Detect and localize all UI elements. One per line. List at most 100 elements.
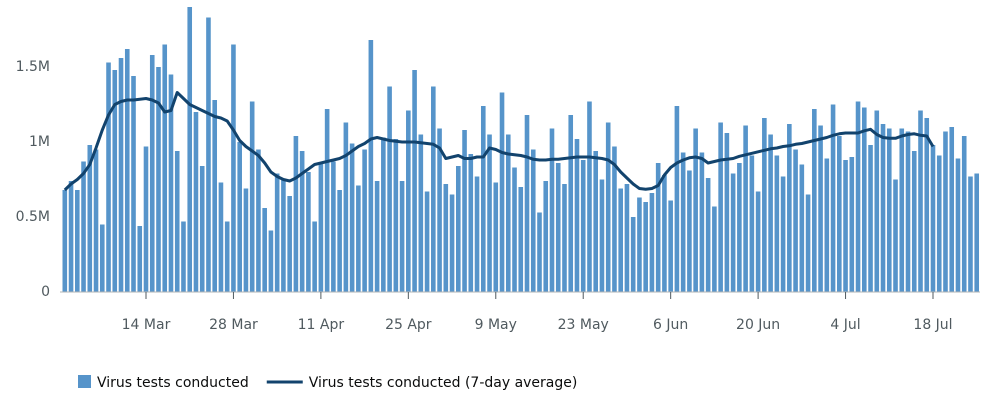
bar (724, 133, 730, 292)
bar (924, 118, 930, 292)
bar (605, 122, 611, 292)
bar (206, 17, 211, 292)
bar (437, 128, 442, 292)
bar (243, 188, 249, 292)
bar (455, 166, 461, 292)
bar (424, 191, 430, 292)
bar (412, 70, 417, 292)
legend-label: Virus tests conducted (7-day average) (309, 375, 578, 391)
bar (118, 58, 124, 292)
bar (905, 131, 911, 292)
bar (162, 44, 168, 292)
bar (268, 230, 274, 292)
bar (618, 188, 623, 292)
bar (593, 151, 599, 292)
bar (574, 139, 580, 292)
y-tick-label: 1M (29, 134, 50, 150)
bar (855, 101, 861, 292)
bar (755, 191, 761, 292)
bar (356, 185, 361, 292)
bar (899, 128, 905, 292)
bar (861, 107, 867, 292)
x-tick-label: 25 Apr (385, 317, 432, 333)
bar (930, 145, 936, 292)
bar (68, 181, 74, 292)
bar (587, 101, 592, 292)
bar (249, 101, 255, 292)
bar (737, 163, 742, 292)
bar (787, 124, 792, 292)
bar (381, 137, 386, 292)
bar (549, 128, 555, 292)
bar (687, 170, 692, 292)
bar (62, 190, 68, 292)
bar (824, 158, 830, 292)
bar (612, 146, 617, 292)
bar (637, 197, 642, 292)
bar (499, 92, 505, 292)
bar (487, 134, 492, 292)
bar (624, 184, 630, 292)
bar (93, 149, 99, 292)
x-tick-label: 9 May (475, 317, 517, 333)
bar (187, 7, 193, 292)
x-tick-label: 28 Mar (209, 317, 258, 333)
bar (106, 62, 111, 292)
bar (480, 106, 486, 292)
bar (818, 125, 823, 292)
bar (893, 179, 898, 292)
bar (349, 143, 355, 292)
bar (399, 181, 405, 292)
bar (468, 154, 474, 292)
bar (81, 161, 86, 292)
bar (918, 110, 923, 292)
bar (374, 181, 380, 292)
bar (868, 145, 873, 292)
bar (474, 176, 480, 292)
bar (943, 131, 948, 292)
bar (649, 193, 655, 292)
bar (643, 202, 648, 292)
bar (849, 157, 855, 292)
bar (262, 208, 267, 292)
bar (343, 122, 349, 292)
legend-label: Virus tests conducted (97, 375, 249, 391)
bar (193, 112, 199, 292)
bar (749, 155, 755, 292)
bar (718, 122, 723, 292)
bar (512, 167, 517, 292)
bar (406, 110, 411, 292)
bar (955, 158, 961, 292)
bar (462, 130, 467, 292)
bar (99, 224, 105, 292)
bar (231, 44, 236, 292)
bar (131, 76, 136, 292)
bar (156, 67, 161, 292)
bar (224, 221, 230, 292)
bar (793, 149, 798, 292)
bar (168, 74, 174, 292)
x-tick-label: 6 Jun (653, 317, 688, 333)
bar (705, 178, 711, 292)
bar (393, 139, 399, 292)
x-tick-label: 20 Jun (736, 317, 780, 333)
bar (774, 155, 780, 292)
x-tick-label: 14 Mar (122, 317, 171, 333)
bar (199, 166, 205, 292)
bar (368, 40, 374, 292)
bar (768, 134, 773, 292)
bar (680, 152, 686, 292)
bar (174, 151, 180, 292)
bar (212, 100, 218, 292)
bar (312, 221, 317, 292)
bar (543, 181, 549, 292)
y-tick-label: 0.5M (16, 209, 50, 225)
y-tick-label: 1.5M (16, 59, 50, 75)
bar (387, 86, 392, 292)
bar (693, 128, 698, 292)
bar (87, 145, 93, 292)
average-line (63, 91, 935, 192)
y-tick-label: 0 (41, 284, 50, 300)
bar (218, 182, 224, 292)
